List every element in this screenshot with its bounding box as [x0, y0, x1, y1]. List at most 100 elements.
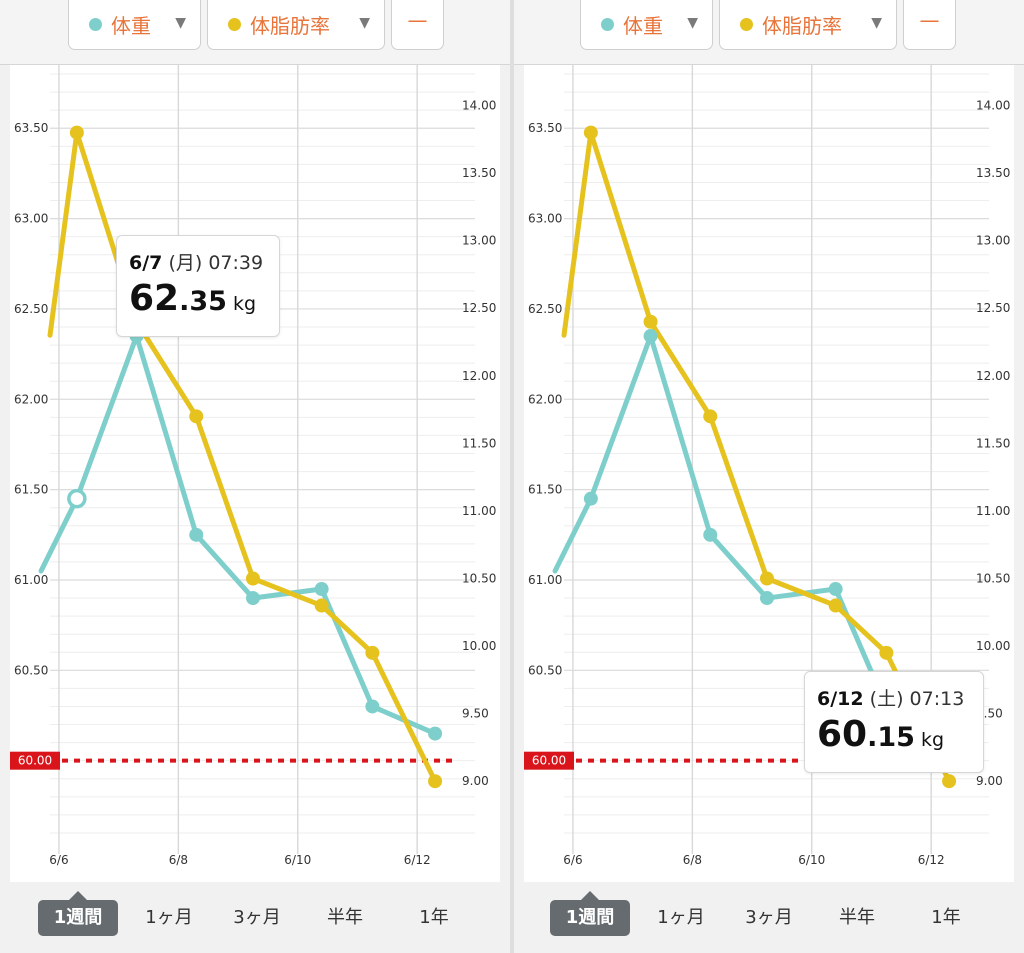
weight-point: [245, 591, 260, 606]
x-tick-label: 6/12: [918, 853, 945, 867]
chevron-down-icon: ▼: [871, 15, 882, 31]
y-right-tick-label: 12.50: [976, 301, 1010, 315]
chevron-down-icon: ▼: [687, 15, 698, 31]
y-left-tick-label: 62.50: [528, 302, 562, 316]
goal-label-bg: [10, 751, 60, 770]
selector-label: 体脂肪率: [762, 14, 842, 38]
weight-color-dot: [601, 18, 614, 31]
tooltip: 6/12 (土) 07:13 60.15 kg: [804, 671, 984, 773]
fat-point: [583, 125, 598, 140]
weight-point: [314, 582, 329, 597]
fat-point: [828, 598, 843, 613]
fat-point: [942, 774, 957, 789]
tab-1year[interactable]: 1年: [931, 907, 961, 928]
fat-point: [759, 571, 774, 586]
y-right-tick-label: 13.00: [976, 234, 1010, 248]
fat-series-selector[interactable]: 体脂肪率 ▼: [207, 0, 385, 50]
y-right-tick-label: 13.50: [976, 166, 1010, 180]
y-right-tick-label: 13.50: [462, 166, 496, 180]
period-tabs: 1週間 1ヶ月 3ヶ月 半年 1年: [514, 882, 1024, 953]
goal-label: 60.00: [18, 754, 52, 768]
x-tick-label: 6/8: [683, 853, 702, 867]
y-left-tick-label: 61.00: [528, 573, 562, 587]
weight-series-selector[interactable]: 体重 ▼: [580, 0, 713, 50]
tab-half-year[interactable]: 半年: [327, 907, 363, 928]
fat-point: [428, 774, 443, 789]
selector-label: —: [407, 8, 428, 32]
tab-3months[interactable]: 3ヶ月: [233, 907, 281, 928]
tooltip-value: 60.15 kg: [817, 714, 945, 755]
x-tick-label: 6/10: [284, 853, 311, 867]
weight-series-line: [38, 333, 438, 737]
y-left-tick-label: 61.00: [14, 573, 48, 587]
tab-half-year[interactable]: 半年: [839, 907, 875, 928]
fat-series-selector[interactable]: 体脂肪率 ▼: [719, 0, 897, 50]
chart-panel-left: 体重 ▼ 体脂肪率 ▼ — 63.50 63.00 62.50 62.00 61.50 6…: [0, 0, 510, 953]
y-left-tick-label: 61.50: [14, 483, 48, 497]
weight-point: [643, 329, 658, 344]
y-right-tick-label: 10.00: [462, 639, 496, 653]
tooltip: 6/7 (月) 07:39 62.35 kg: [116, 235, 280, 337]
series-toolbar: 体重 ▼ 体脂肪率 ▼ —: [0, 0, 510, 65]
weight-point: [703, 527, 718, 542]
y-left-tick-label: 63.50: [528, 121, 562, 135]
tab-1month[interactable]: 1ヶ月: [657, 907, 705, 928]
weight-point: [759, 591, 774, 606]
y-left-tick-label: 60.50: [528, 663, 562, 677]
third-series-selector[interactable]: —: [903, 0, 956, 50]
tooltip-datetime: 6/7 (月) 07:39: [129, 252, 264, 274]
y-right-tick-label: 12.00: [462, 369, 496, 383]
goal-label: 60.00: [532, 754, 566, 768]
line-chart[interactable]: 63.50 63.00 62.50 62.00 61.50 61.00 60.50 14.00…: [10, 65, 500, 882]
tab-1month[interactable]: 1ヶ月: [145, 907, 193, 928]
tab-3months[interactable]: 3ヶ月: [745, 907, 793, 928]
series-toolbar: 体重 ▼ 体脂肪率 ▼ —: [514, 0, 1024, 65]
weight-point: [583, 491, 598, 506]
y-left-tick-label: 60.50: [14, 663, 48, 677]
x-tick-label: 6/6: [49, 853, 68, 867]
y-right-tick-label: 12.50: [462, 301, 496, 315]
y-left-tick-label: 63.00: [528, 212, 562, 226]
fat-point: [314, 598, 329, 613]
fat-series-line: [561, 130, 952, 784]
fat-point: [69, 125, 84, 140]
period-tabs: 1週間 1ヶ月 3ヶ月 半年 1年: [0, 882, 510, 953]
selector-label: 体重: [623, 14, 663, 38]
x-tick-label: 6/8: [169, 853, 188, 867]
weight-color-dot: [89, 18, 102, 31]
weight-point: [189, 527, 204, 542]
fat-point: [879, 645, 894, 660]
y-right-tick-label: 9.00: [976, 774, 1003, 788]
chart-svg: 63.50 63.00 62.50 62.00 61.50 61.00 60.50 14.00…: [524, 65, 1010, 867]
y-right-tick-label: 9.00: [462, 774, 489, 788]
selector-label: 体脂肪率: [250, 14, 330, 38]
x-tick-label: 6/12: [404, 853, 431, 867]
tooltip-value: 62.35 kg: [129, 278, 257, 319]
y-right-tick-label: 11.00: [462, 504, 496, 518]
tab-1year[interactable]: 1年: [419, 907, 449, 928]
third-series-selector[interactable]: —: [391, 0, 444, 50]
y-right-tick-label: 13.00: [462, 234, 496, 248]
fat-point: [365, 645, 380, 660]
fat-point: [245, 571, 260, 586]
fat-point: [703, 409, 718, 424]
y-left-tick-label: 63.00: [14, 212, 48, 226]
tab-1week[interactable]: 1週間: [550, 891, 630, 936]
fat-color-dot: [740, 18, 753, 31]
fat-point: [643, 314, 658, 329]
selector-label: —: [919, 8, 940, 32]
y-right-tick-label: 11.00: [976, 504, 1010, 518]
weight-series-selector[interactable]: 体重 ▼: [68, 0, 201, 50]
y-right-tick-label: 11.50: [976, 436, 1010, 450]
x-tick-label: 6/10: [798, 853, 825, 867]
chevron-down-icon: ▼: [359, 15, 370, 31]
y-right-tick-label: 10.00: [976, 639, 1010, 653]
y-left-tick-label: 63.50: [14, 121, 48, 135]
fat-color-dot: [228, 18, 241, 31]
y-left-tick-label: 62.00: [14, 392, 48, 406]
y-left-tick-label: 62.00: [528, 392, 562, 406]
chart-panel-right: 体重 ▼ 体脂肪率 ▼ — 63.50 63.00 62.50 62.00 61.50 6…: [514, 0, 1024, 953]
line-chart[interactable]: 63.50 63.00 62.50 62.00 61.50 61.00 60.50 14.00…: [524, 65, 1014, 882]
y-right-tick-label: 14.00: [462, 99, 496, 113]
tab-1week[interactable]: 1週間: [38, 891, 118, 936]
